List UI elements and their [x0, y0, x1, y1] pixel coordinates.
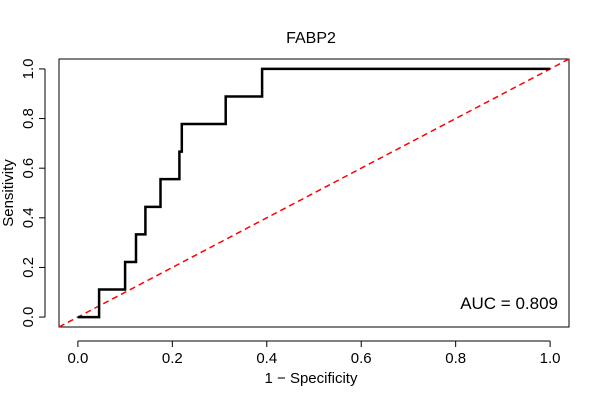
y-tick-label: 0.2 — [20, 257, 37, 278]
plot-area: 0.0 0.2 0.4 0.6 0.8 1.0 0.0 0.2 0.4 0.6 0.8 1.0 — [20, 58, 570, 367]
auc-annotation: AUC = 0.809 — [460, 294, 558, 313]
y-axis-label: Sensitivity — [0, 159, 17, 227]
y-tick-label: 0.4 — [20, 207, 37, 228]
y-tick-label: 0.8 — [20, 108, 37, 129]
x-tick-label: 0.0 — [67, 350, 88, 367]
chart-title: FABP2 — [286, 30, 336, 47]
x-tick-label: 0.6 — [351, 350, 372, 367]
plot-frame — [58, 58, 570, 328]
x-tick-label: 0.4 — [256, 350, 277, 367]
y-tick-label: 0.6 — [20, 158, 37, 179]
reference-diagonal-line — [58, 58, 570, 328]
y-tick-label: 0.0 — [20, 307, 37, 328]
y-tick-label: 1.0 — [20, 58, 37, 79]
x-tick-label: 0.2 — [162, 350, 183, 367]
x-tick-label: 0.8 — [445, 350, 466, 367]
x-tick-label: 1.0 — [540, 350, 561, 367]
roc-curve — [77, 67, 551, 319]
x-axis-label: 1 − Specificity — [265, 370, 358, 387]
